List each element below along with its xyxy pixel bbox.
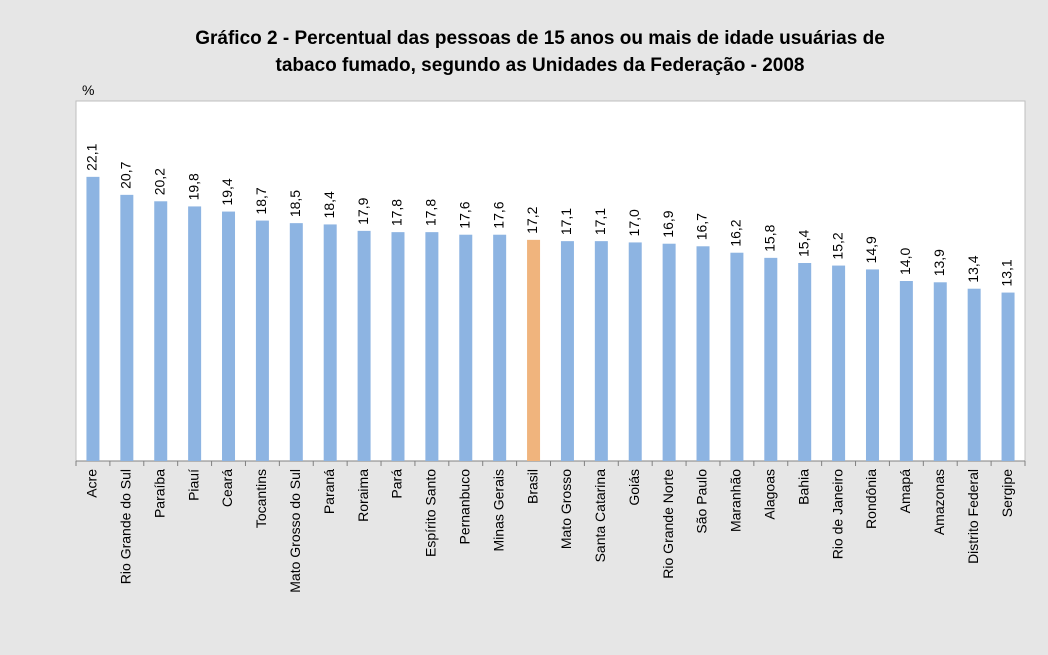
bar [527,239,541,461]
value-label: 17,2 [524,206,540,233]
x-tick-label: Ceará [219,469,235,507]
bar [425,232,439,461]
value-label: 18,7 [253,187,269,214]
x-tick-label: Mato Grosso [558,469,574,549]
x-tick-label: Amazonas [931,469,947,535]
x-tick-label: São Paulo [694,469,710,534]
value-label: 16,7 [694,213,710,240]
value-label: 17,1 [592,208,608,235]
y-axis-label: % [82,82,94,98]
value-label: 17,0 [626,209,642,236]
bar [560,241,574,461]
bar [154,201,168,462]
bar [933,282,947,461]
x-tick-label: Mato Grosso do Sul [287,469,303,593]
x-tick-label: Espírito Santo [423,469,439,557]
chart-title: Gráfico 2 - Percentual das pessoas de 15… [195,28,885,49]
bar [255,220,269,461]
bar [357,230,371,461]
bar [730,252,744,461]
value-label: 22,1 [84,143,100,170]
bar [1001,292,1015,461]
bar [865,269,879,461]
value-label: 14,0 [897,248,913,275]
x-tick-label: Brasil [524,469,540,504]
bar [967,288,981,461]
bar [323,224,337,461]
x-tick-label: Rio Grande do Sul [118,469,134,584]
x-tick-label: Pará [389,469,405,499]
bar [594,241,608,461]
value-label: 13,4 [965,255,981,282]
x-tick-label: Pernanbuco [456,469,472,545]
x-tick-label: Amapá [897,469,913,514]
value-label: 17,6 [490,201,506,228]
value-label: 20,7 [118,161,134,188]
value-label: 14,9 [863,236,879,263]
bar [222,211,236,461]
value-label: 15,4 [795,230,811,257]
bar [696,246,710,461]
value-label: 17,8 [423,199,439,226]
bar [798,263,812,461]
value-label: 16,9 [660,210,676,237]
value-label: 17,6 [456,201,472,228]
x-tick-label: Acre [84,469,100,498]
x-tick-label: Paraná [321,469,337,514]
bar [899,281,913,461]
chart-title: tabaco fumado, segundo as Unidades da Fe… [276,55,805,76]
value-label: 15,2 [829,232,845,259]
bar [391,232,405,461]
bar [289,223,303,461]
bar [188,206,202,461]
x-tick-label: Roraima [355,469,371,522]
value-label: 16,2 [728,219,744,246]
x-tick-label: Piauí [185,469,201,501]
x-tick-label: Goiás [626,469,642,506]
bar [459,234,473,461]
value-label: 19,4 [219,178,235,205]
x-tick-label: Minas Gerais [490,469,506,551]
bar [120,194,134,461]
x-tick-label: Alagoas [762,469,778,520]
bar [86,176,100,461]
value-label: 13,1 [999,259,1015,286]
plot-area [75,100,1026,462]
value-label: 20,2 [151,168,167,195]
x-tick-label: Paraíba [151,469,167,518]
value-label: 17,1 [558,208,574,235]
x-tick-label: Rondônia [863,469,879,529]
x-tick-label: Maranhão [728,469,744,532]
bar [628,242,642,461]
x-tick-label: Rio de Janeiro [829,469,845,559]
bar [662,243,676,461]
x-tick-label: Bahia [795,469,811,505]
bar [764,257,778,461]
x-tick-label: Distrito Federal [965,469,981,564]
value-label: 17,8 [389,199,405,226]
value-label: 13,9 [931,249,947,276]
x-tick-label: Rio Grande Norte [660,469,676,579]
value-label: 18,5 [287,190,303,217]
value-label: 18,4 [321,191,337,218]
x-tick-label: Santa Catarina [592,469,608,563]
value-label: 19,8 [185,173,201,200]
bar [832,265,846,461]
x-tick-label: Tocantins [253,469,269,528]
x-tick-label: Sergipe [999,469,1015,517]
value-label: 17,9 [355,197,371,224]
bar [493,234,507,461]
value-label: 15,8 [762,224,778,251]
